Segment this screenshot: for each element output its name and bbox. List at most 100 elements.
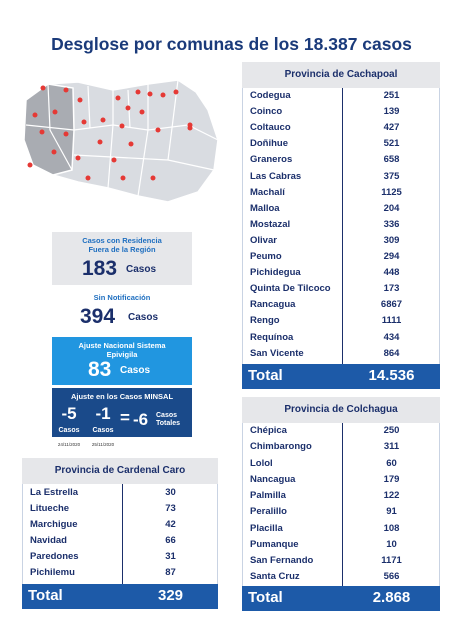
adjust-date: 24/11/2020 bbox=[57, 442, 81, 447]
row-name: Chépica bbox=[250, 425, 287, 436]
row-value: 6867 bbox=[380, 299, 403, 311]
row-value: 122 bbox=[383, 490, 400, 501]
row-value: 448 bbox=[383, 267, 400, 279]
column-divider bbox=[342, 423, 343, 586]
row-name: Pichilemu bbox=[30, 567, 75, 578]
box-value: 83 bbox=[88, 358, 112, 381]
row-value: 139 bbox=[383, 106, 400, 118]
row-value: 91 bbox=[386, 506, 397, 518]
row-name: Las Cabras bbox=[250, 170, 302, 182]
region-map bbox=[23, 79, 219, 203]
row-value: 336 bbox=[383, 218, 400, 230]
box-label: Sin Notificación bbox=[93, 293, 151, 302]
row-value: 309 bbox=[383, 234, 400, 246]
row-value: 521 bbox=[383, 138, 400, 150]
total-bar bbox=[22, 584, 218, 609]
row-name: Requínoa bbox=[250, 331, 294, 343]
table-header: Provincia de Cachapoal bbox=[242, 62, 440, 88]
row-value: 73 bbox=[165, 503, 176, 514]
row-name: Codegua bbox=[250, 90, 291, 101]
row-value: 311 bbox=[383, 441, 400, 453]
row-value: 427 bbox=[383, 122, 400, 134]
row-value: 658 bbox=[383, 154, 400, 166]
row-name: Nancagua bbox=[250, 473, 296, 485]
row-name: Mostazal bbox=[250, 218, 291, 230]
row-name: Santa Cruz bbox=[250, 571, 300, 583]
row-name: Lolol bbox=[250, 457, 273, 469]
row-value: 294 bbox=[383, 251, 400, 262]
row-value: 60 bbox=[386, 457, 397, 469]
row-value: 566 bbox=[383, 571, 400, 583]
box-unit: Casos bbox=[128, 312, 159, 323]
row-name: Olivar bbox=[250, 234, 277, 246]
adjust-value: -1 bbox=[95, 404, 111, 423]
row-value: 375 bbox=[383, 170, 400, 182]
total-value: 14.536 bbox=[368, 367, 415, 384]
box-value: 183 bbox=[82, 257, 118, 280]
row-name: Peumo bbox=[250, 251, 282, 262]
row-name: Coltauco bbox=[250, 122, 291, 134]
row-name: Pichidegua bbox=[250, 267, 301, 279]
row-name: Navidad bbox=[30, 535, 67, 546]
row-value: 250 bbox=[383, 425, 400, 436]
row-value: 434 bbox=[383, 331, 400, 343]
row-name: Chimbarongo bbox=[250, 441, 312, 453]
row-name: Paredones bbox=[30, 551, 79, 562]
box-unit: Casos bbox=[126, 264, 157, 275]
row-value: 66 bbox=[165, 535, 176, 546]
box-label: Casos con Residencia Fuera de la Región bbox=[82, 236, 162, 254]
adjust-value: -5 bbox=[61, 404, 77, 423]
row-name: Palmilla bbox=[250, 490, 286, 501]
column-divider bbox=[342, 88, 343, 364]
row-name: Rengo bbox=[250, 315, 280, 327]
row-name: La Estrella bbox=[30, 487, 79, 498]
box-unit: Casos bbox=[120, 365, 151, 376]
row-value: 31 bbox=[165, 551, 176, 562]
total-label: Total bbox=[248, 367, 283, 384]
row-name: San Vicente bbox=[250, 347, 304, 359]
title: Desglose por comunas de los 18.387 casos bbox=[51, 34, 412, 54]
adjust-date: 25/11/2020 bbox=[91, 442, 115, 447]
row-value: 173 bbox=[383, 283, 400, 295]
column-divider bbox=[122, 484, 123, 584]
total-value: 2.868 bbox=[372, 589, 411, 606]
row-value: 1171 bbox=[381, 555, 402, 566]
box bbox=[52, 337, 192, 385]
row-value: 10 bbox=[386, 538, 397, 550]
map-pins bbox=[27, 85, 193, 181]
total-bar bbox=[242, 364, 440, 389]
adjust-unit: Casos bbox=[58, 427, 80, 434]
row-value: 179 bbox=[383, 473, 400, 485]
table-header: Provincia de Cardenal Caro bbox=[22, 458, 218, 484]
row-name: Graneros bbox=[250, 154, 293, 166]
adjust-total-unit: Casos Totales bbox=[156, 412, 180, 427]
row-value: 42 bbox=[165, 519, 176, 530]
table-header: Provincia de Colchagua bbox=[242, 397, 440, 423]
row-value: 1125 bbox=[381, 186, 402, 198]
box bbox=[52, 232, 192, 285]
row-name: Peralillo bbox=[250, 506, 287, 518]
row-name: Malloa bbox=[250, 202, 280, 214]
row-name: Marchigue bbox=[30, 519, 78, 530]
row-name: San Fernando bbox=[250, 555, 314, 566]
adjust-total: -6 bbox=[133, 410, 149, 429]
box bbox=[52, 388, 192, 437]
row-value: 108 bbox=[383, 522, 400, 534]
row-value: 204 bbox=[383, 202, 400, 214]
row-value: 251 bbox=[383, 90, 400, 101]
equals: = bbox=[120, 408, 130, 427]
box-value: 394 bbox=[80, 305, 116, 328]
row-name: Pumanque bbox=[250, 538, 299, 550]
row-value: 30 bbox=[165, 487, 176, 498]
box-label: Ajuste en los Casos MINSAL bbox=[70, 392, 174, 401]
row-name: Quinta De Tilcoco bbox=[250, 283, 331, 295]
total-value: 329 bbox=[157, 587, 184, 604]
total-label: Total bbox=[28, 587, 63, 604]
row-name: Rancagua bbox=[250, 299, 296, 311]
row-name: Doñihue bbox=[250, 138, 288, 150]
row-name: Machalí bbox=[250, 186, 285, 198]
total-label: Total bbox=[248, 589, 283, 606]
row-name: Placilla bbox=[250, 522, 283, 534]
row-value: 87 bbox=[165, 567, 176, 578]
row-value: 1111 bbox=[381, 315, 402, 327]
